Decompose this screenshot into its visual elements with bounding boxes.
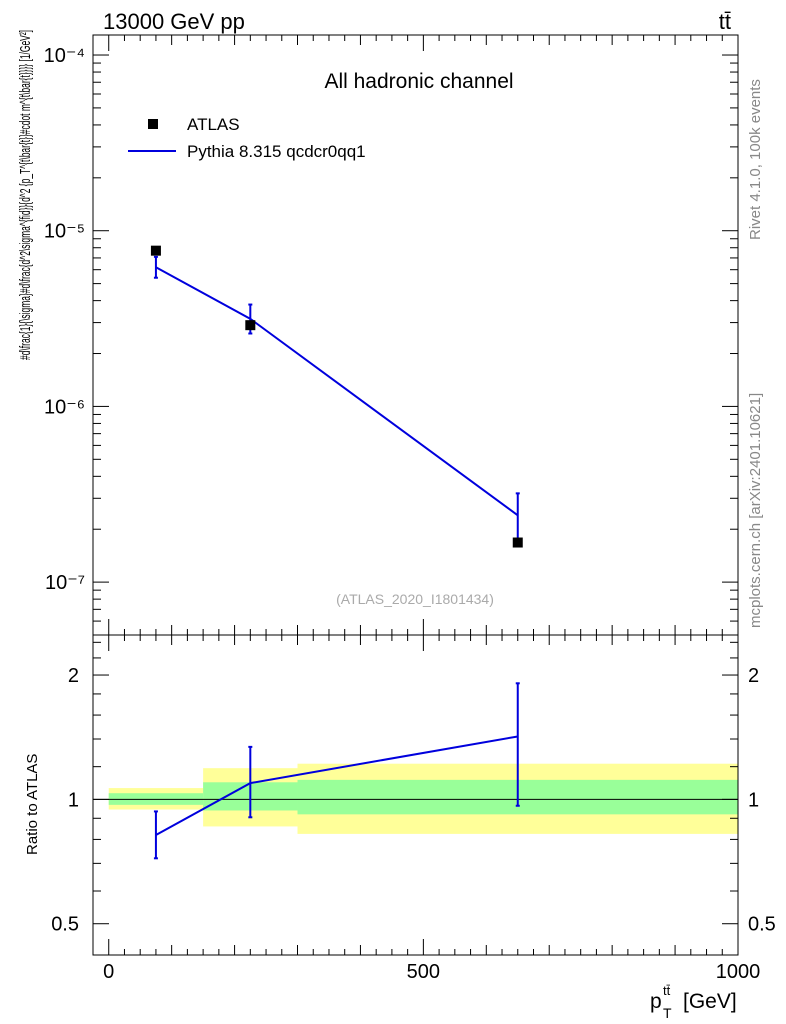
rivet-side-text: Rivet 4.1.0, 100k events	[747, 79, 764, 240]
atlas-data-point	[245, 320, 256, 331]
main-y-tick-label: 10⁻⁴	[44, 45, 85, 67]
ratio-y-tick-label: 1	[68, 789, 79, 811]
main-y-tick-label: 10⁻⁵	[44, 221, 85, 243]
ratio-plot-area	[93, 763, 738, 834]
ratio-y-tick-label: 0.5	[51, 914, 79, 936]
x-axis-title-sup: tt̄	[663, 983, 671, 998]
ratio-x-tick-label: 500	[407, 961, 440, 983]
ratio-ticks: 0.5 0.5 1 1 2 2 0 500 1000	[51, 635, 776, 983]
ratio-y-axis-title: Ratio to ATLAS	[24, 754, 41, 855]
x-axis-title-main: p	[650, 990, 662, 1013]
main-title: All hadronic channel	[324, 70, 513, 93]
energy-label: 13000 GeV pp	[103, 9, 245, 34]
atlas-data-point	[512, 537, 523, 548]
atlas-data-point	[150, 245, 161, 256]
ratio-x-tick-label: 1000	[716, 961, 761, 983]
watermark-label: (ATLAS_2020_I1801434)	[336, 591, 494, 607]
mc-line	[155, 266, 519, 517]
main-y-axis-title: #d\frac{1}{\sigma}#d\frac{d^2\sigma^{fid…	[17, 30, 34, 360]
legend-atlas-label: ATLAS	[187, 115, 240, 134]
ratio-y-tick-label-right: 2	[748, 665, 759, 687]
legend: ATLAS Pythia 8.315 qcdcr0qq1	[128, 115, 366, 161]
ratio-panel: 0.5 0.5 1 1 2 2 0 500 1000 Ratio to ATLAS p T tt…	[24, 634, 776, 1021]
ratio-x-tick-label: 0	[103, 961, 114, 983]
x-axis-title: p T tt̄ [GeV]	[650, 983, 737, 1021]
legend-atlas-marker	[148, 119, 158, 129]
ratio-frame	[92, 634, 739, 956]
mcplots-side-text: mcplots.cern.ch [arXiv:2401.10621]	[747, 393, 764, 628]
main-data-layer	[150, 245, 523, 548]
main-y-tick-label: 10⁻⁷	[45, 572, 85, 594]
legend-mc-label: Pythia 8.315 qcdcr0qq1	[187, 142, 366, 161]
main-ticks: 10⁻⁴ 10⁻⁵ 10⁻⁶ 10⁻⁷	[44, 35, 739, 636]
main-panel: 10⁻⁴ 10⁻⁵ 10⁻⁶ 10⁻⁷ All hadronic channel (A…	[17, 30, 739, 636]
ratio-y-tick-label-right: 0.5	[748, 914, 776, 936]
main-y-tick-label: 10⁻⁶	[44, 396, 85, 418]
ratio-y-tick-label-right: 1	[748, 789, 759, 811]
process-label: tt̄	[719, 9, 731, 34]
ratio-data-layer	[153, 682, 520, 860]
x-axis-title-sub: T	[663, 1005, 672, 1021]
x-axis-title-unit: [GeV]	[683, 990, 737, 1013]
ratio-y-tick-label: 2	[68, 665, 79, 687]
